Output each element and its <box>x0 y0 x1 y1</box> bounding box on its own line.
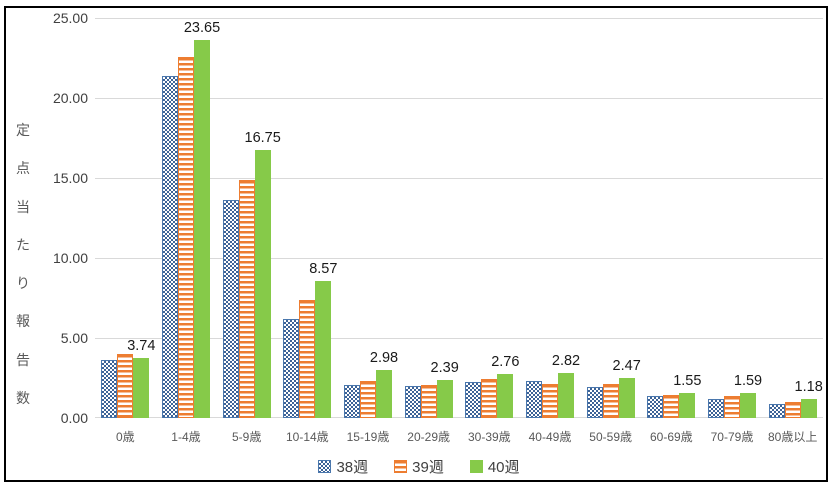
bar-40週-40-49歳 <box>558 372 574 418</box>
bar-38週-40-49歳 <box>526 381 542 418</box>
bar-39週-0歳 <box>117 354 134 418</box>
bar-39週-80歳以上 <box>784 402 801 418</box>
legend-swatch-39週 <box>394 460 408 473</box>
bar-38週-5-9歳 <box>222 200 239 418</box>
chart-legend: 38週 39週 40週 <box>0 456 838 477</box>
data-label-40週-40-49歳: 2.82 <box>551 352 581 369</box>
bar-39週-30-39歳 <box>481 378 498 418</box>
bar-40週-60-69歳 <box>679 393 696 418</box>
x-tick-label: 80歳以上 <box>767 430 818 444</box>
bar-38週-0歳 <box>101 360 118 418</box>
x-tick-label: 15-19歳 <box>346 430 390 444</box>
bar-39週-60-69歳 <box>663 394 680 418</box>
bar-38週-60-69歳 <box>647 395 664 418</box>
x-tick-label: 5-9歳 <box>231 430 262 444</box>
gridline <box>95 338 823 339</box>
data-label-40週-80歳以上: 1.18 <box>794 379 823 396</box>
gridline <box>95 18 823 19</box>
bar-38週-1-4歳 <box>162 76 178 418</box>
x-tick-label: 30-39歳 <box>467 430 511 444</box>
y-tick-label: 20.00 <box>52 90 88 106</box>
legend-label: 40週 <box>487 459 520 476</box>
y-tick-label: 25.00 <box>52 10 88 26</box>
legend-label: 39週 <box>412 459 444 476</box>
legend-item-38週: 38週 <box>318 456 368 477</box>
gridline <box>95 98 823 99</box>
x-tick-label: 10-14歳 <box>285 430 329 444</box>
bar-39週-10-14歳 <box>299 299 316 418</box>
x-tick-label: 50-59歳 <box>589 430 632 444</box>
bar-38週-80歳以上 <box>768 403 785 418</box>
data-label-40週-15-19歳: 2.98 <box>369 350 399 367</box>
y-axis-title-char: 数 <box>16 389 30 406</box>
chart-border-frame <box>4 6 828 482</box>
bar-38週-15-19歳 <box>344 385 360 418</box>
bar-39週-20-29歳 <box>420 385 437 418</box>
bar-39週-15-19歳 <box>360 380 376 418</box>
legend-swatch-38週 <box>318 460 332 473</box>
data-label-40週-1-4歳: 23.65 <box>183 19 221 36</box>
y-axis-title-char: 定 <box>16 122 30 138</box>
bar-40週-20-29歳 <box>436 379 453 418</box>
bar-40週-0歳 <box>133 358 150 418</box>
bar-40週-30-39歳 <box>497 373 514 418</box>
bar-40週-70-79歳 <box>740 392 756 418</box>
y-axis-title-char: 告 <box>16 351 30 368</box>
data-label-40週-20-29歳: 2.39 <box>430 359 459 376</box>
bar-38週-50-59歳 <box>586 386 603 418</box>
y-axis-title-char: た <box>16 236 30 253</box>
x-tick-label: 0歳 <box>115 430 135 444</box>
y-axis-title-char: 点 <box>16 160 30 177</box>
plot-area <box>95 18 823 418</box>
x-tick-label: 1-4歳 <box>171 430 201 444</box>
bar-39週-70-79歳 <box>724 395 740 418</box>
bar-38週-20-29歳 <box>404 386 421 418</box>
bar-40週-15-19歳 <box>376 370 392 418</box>
bar-39週-5-9歳 <box>238 179 255 418</box>
y-tick-label: 0.00 <box>60 410 88 426</box>
bar-38週-70-79歳 <box>708 398 724 418</box>
bar-39週-40-49歳 <box>542 383 558 418</box>
y-tick-label: 10.00 <box>52 250 88 266</box>
data-label-40週-30-39歳: 2.76 <box>491 353 520 370</box>
bar-39週-1-4歳 <box>178 57 194 418</box>
data-label-40週-70-79歳: 1.59 <box>733 372 763 389</box>
gridline <box>95 258 823 259</box>
legend-label: 38週 <box>336 459 369 476</box>
data-label-40週-50-59歳: 2.47 <box>612 358 641 375</box>
bar-40週-50-59歳 <box>618 378 635 418</box>
x-tick-label: 20-29歳 <box>407 430 450 444</box>
legend-swatch-40週 <box>469 460 483 473</box>
legend-item-40週: 40週 <box>469 456 520 477</box>
legend-item-39週: 39週 <box>394 456 444 477</box>
bar-38週-10-14歳 <box>283 318 300 418</box>
y-axis-title: 定点当たり報告数 <box>12 120 34 408</box>
data-label-40週-5-9歳: 16.75 <box>244 130 281 146</box>
bar-38週-30-39歳 <box>465 382 482 418</box>
data-label-40週-0歳: 3.74 <box>127 338 156 355</box>
bar-39週-50-59歳 <box>602 384 619 418</box>
bar-40週-1-4歳 <box>194 39 210 418</box>
y-tick-label: 5.00 <box>60 330 88 346</box>
y-tick-label: 15.00 <box>52 170 88 186</box>
gridline <box>95 417 823 418</box>
y-axis-title-char: 報 <box>16 313 30 330</box>
bar-40週-10-14歳 <box>315 280 332 418</box>
data-label-40週-10-14歳: 8.57 <box>309 260 338 277</box>
y-axis-title-char: り <box>16 275 30 292</box>
x-tick-label: 40-49歳 <box>528 430 572 444</box>
bar-40週-80歳以上 <box>800 399 817 418</box>
data-label-40週-60-69歳: 1.55 <box>673 373 702 390</box>
gridline <box>95 178 823 179</box>
x-tick-label: 70-79歳 <box>710 430 754 444</box>
y-axis-title-char: 当 <box>16 198 30 215</box>
x-tick-label: 60-69歳 <box>649 430 693 444</box>
bar-40週-5-9歳 <box>254 150 271 418</box>
